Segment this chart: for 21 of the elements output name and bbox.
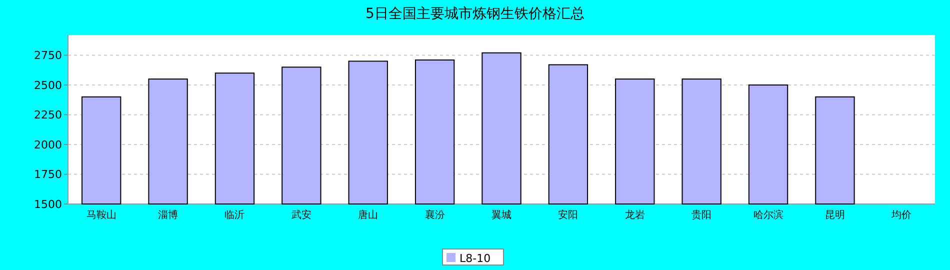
x-tick-label: 龙岩 xyxy=(624,209,645,221)
x-tick-label: 淄博 xyxy=(158,209,178,221)
x-tick-label: 襄汾 xyxy=(424,209,445,221)
y-tick-label: 2500 xyxy=(34,78,62,92)
x-tick-label: 昆明 xyxy=(824,210,845,221)
y-tick-label: 2750 xyxy=(34,49,62,62)
x-tick-label: 哈尔滨 xyxy=(753,209,784,221)
y-tick-label: 2000 xyxy=(34,138,62,152)
x-tick-label: 翼城 xyxy=(492,209,512,221)
x-tick-label: 贵阳 xyxy=(692,209,712,221)
x-tick-label: 唐山 xyxy=(358,209,378,221)
y-tick-label: 1750 xyxy=(34,168,62,182)
legend-label: L8-10 xyxy=(460,252,491,265)
x-tick-label: 武安 xyxy=(291,209,312,221)
x-tick-label: 均价 xyxy=(890,209,912,221)
y-tick-label: 1500 xyxy=(34,198,62,211)
y-tick-label: 2250 xyxy=(34,108,62,122)
x-tick-label: 马鞍山 xyxy=(86,209,116,221)
x-tick-label: 安阳 xyxy=(558,209,578,221)
chart-title: 5日全国主要城市炼钢生铁价格汇总 xyxy=(366,6,584,22)
x-tick-label: 临沂 xyxy=(224,209,245,221)
